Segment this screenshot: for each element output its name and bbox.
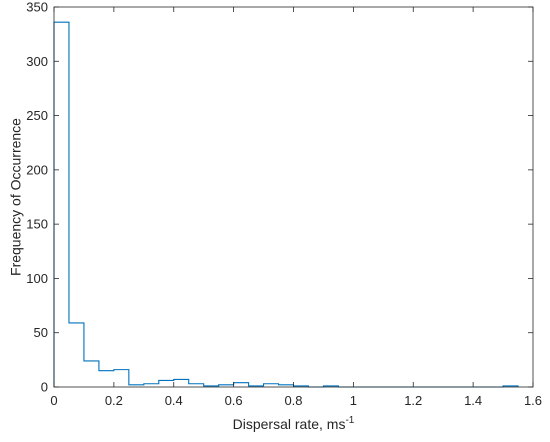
y-tick-label: 50	[34, 325, 48, 340]
y-tick-label: 250	[26, 108, 48, 123]
histogram-bar	[114, 370, 129, 387]
histogram-bar	[54, 22, 69, 387]
y-tick-label: 350	[26, 0, 48, 15]
histogram-bar	[189, 384, 204, 387]
x-tick-label: 0.6	[225, 393, 243, 408]
histogram-bar	[234, 383, 249, 387]
histogram-bar	[84, 361, 99, 387]
x-tick-label: 0	[50, 393, 57, 408]
y-tick-label: 150	[26, 217, 48, 232]
x-axis-label-superscript: -1	[345, 415, 354, 426]
histogram-bar	[69, 323, 84, 387]
y-tick-label: 0	[41, 380, 48, 395]
x-axis-ticks: 0 0.2 0.4 0.6 0.8 1 1.2 1.4 1.6	[50, 7, 542, 408]
y-tick-label: 100	[26, 271, 48, 286]
x-tick-label: 0.2	[105, 393, 123, 408]
histogram-bar	[144, 384, 159, 387]
x-tick-label: 0.4	[165, 393, 183, 408]
y-tick-label: 300	[26, 54, 48, 69]
x-tick-label: 1.2	[404, 393, 422, 408]
x-tick-label: 1.6	[524, 393, 542, 408]
histogram-bar	[99, 371, 114, 387]
x-tick-label: 0.8	[284, 393, 302, 408]
x-tick-label: 1.4	[464, 393, 482, 408]
x-tick-label: 1	[350, 393, 357, 408]
x-axis-label: Dispersal rate, ms-1	[233, 415, 355, 432]
histogram-bar	[174, 379, 189, 387]
histogram-bar	[159, 380, 174, 387]
y-tick-label: 200	[26, 162, 48, 177]
histogram-bar	[264, 384, 279, 387]
x-axis-label-text: Dispersal rate, ms	[233, 416, 346, 432]
plot-frame	[53, 6, 534, 388]
plot-area	[54, 7, 533, 387]
y-axis-label: Frequency of Occurrence	[8, 118, 24, 276]
y-axis-ticks: 0 50 100 150 200 250 300 350	[26, 0, 533, 395]
